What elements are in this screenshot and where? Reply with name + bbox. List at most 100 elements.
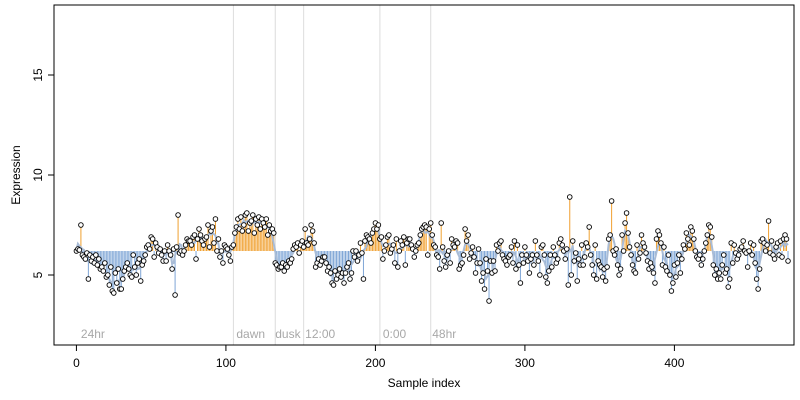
- data-point-463: [765, 218, 772, 224]
- data-point-205: [380, 256, 386, 262]
- data-point-73: [182, 242, 189, 248]
- data-point-240: [432, 244, 438, 250]
- data-point-387: [652, 280, 658, 286]
- data-point-144: [288, 256, 295, 262]
- data-point-296: [516, 262, 522, 268]
- data-point-297: [517, 280, 524, 286]
- data-point-219: [401, 234, 407, 240]
- data-point-126: [262, 224, 268, 230]
- data-point-216: [396, 248, 403, 254]
- data-point-212: [390, 242, 397, 248]
- data-point-342: [584, 244, 591, 250]
- data-point-72: [181, 248, 187, 254]
- data-point-157: [308, 222, 314, 228]
- data-point-390: [656, 232, 663, 238]
- data-point-431: [717, 276, 724, 282]
- data-point-422: [704, 232, 711, 238]
- data-point-371: [628, 252, 634, 258]
- y-axis-label: Expression: [9, 145, 23, 204]
- data-point-260: [462, 226, 468, 232]
- data-point-172: [330, 282, 337, 288]
- data-point-223: [407, 236, 413, 242]
- data-point-403: [676, 252, 682, 258]
- data-point-192: [360, 276, 367, 282]
- phase-label-0: 24hr: [81, 327, 105, 341]
- data-point-204: [378, 234, 385, 240]
- data-point-156: [306, 236, 313, 242]
- data-point-315: [544, 280, 551, 286]
- data-point-393: [661, 244, 667, 250]
- data-point-34: [124, 260, 131, 266]
- data-point-141: [284, 264, 290, 270]
- data-point-149: [296, 250, 302, 256]
- axes: 0 100 200 300 400 5 10 15: [31, 68, 685, 370]
- data-point-316: [546, 268, 552, 274]
- data-point-267: [472, 270, 479, 276]
- data-point-85: [200, 242, 207, 248]
- phase-label-5: 48hr: [432, 327, 456, 341]
- data-point-361: [613, 246, 619, 252]
- data-point-305: [529, 252, 536, 258]
- data-point-476: [785, 258, 791, 264]
- data-point-88: [205, 222, 211, 228]
- data-point-456: [755, 286, 761, 292]
- data-point-457: [756, 266, 763, 272]
- data-point-187: [353, 248, 359, 254]
- data-point-190: [357, 240, 364, 246]
- phase-label-2: dusk: [275, 327, 301, 341]
- data-point-96: [217, 254, 223, 260]
- data-point-284: [498, 238, 504, 244]
- data-point-437: [726, 276, 733, 282]
- data-point-408: [683, 230, 690, 236]
- data-point-179: [341, 280, 347, 286]
- data-point-46: [142, 252, 148, 258]
- data-point-80: [193, 256, 199, 262]
- data-point-452: [749, 252, 755, 258]
- data-point-348: [593, 276, 600, 282]
- data-point-310: [537, 272, 543, 278]
- data-point-97: [218, 248, 225, 254]
- data-point-372: [629, 262, 636, 268]
- data-point-103: [227, 258, 234, 264]
- data-point-118: [250, 212, 256, 218]
- data-point-123: [257, 226, 264, 232]
- data-point-237: [427, 220, 434, 226]
- data-point-176: [336, 266, 343, 272]
- data-point-197: [368, 240, 374, 246]
- data-point-110: [238, 214, 244, 220]
- data-point-317: [547, 252, 554, 258]
- data-point-370: [626, 244, 633, 250]
- data-point-102: [226, 252, 232, 258]
- data-point-94: [214, 248, 220, 254]
- data-point-380: [641, 244, 648, 250]
- data-point-443: [735, 252, 742, 258]
- data-point-274: [483, 256, 489, 262]
- data-point-329: [565, 282, 572, 288]
- data-point-290: [507, 252, 513, 258]
- data-point-320: [552, 252, 558, 258]
- data-point-440: [731, 242, 737, 248]
- data-point-331: [568, 272, 575, 278]
- plot-frame: [53, 4, 795, 346]
- data-point-307: [532, 238, 539, 244]
- data-point-152: [300, 244, 307, 250]
- data-point-87: [203, 234, 210, 240]
- y-tick-label-0: 5: [31, 271, 45, 278]
- data-point-340: [581, 254, 588, 260]
- data-point-258: [459, 260, 465, 266]
- data-point-399: [670, 280, 676, 286]
- data-point-445: [738, 244, 745, 250]
- data-point-251: [448, 236, 455, 242]
- data-point-375: [634, 242, 640, 248]
- data-point-472: [779, 254, 785, 260]
- data-point-243: [436, 266, 443, 272]
- data-point-6: [82, 256, 89, 262]
- data-point-279: [490, 258, 497, 264]
- data-point-376: [635, 256, 642, 262]
- y-tick-label-1: 10: [31, 168, 45, 182]
- data-point-114: [244, 210, 250, 216]
- data-point-188: [354, 258, 361, 264]
- data-point-111: [239, 228, 246, 234]
- data-point-381: [643, 250, 649, 256]
- data-point-83: [197, 232, 204, 238]
